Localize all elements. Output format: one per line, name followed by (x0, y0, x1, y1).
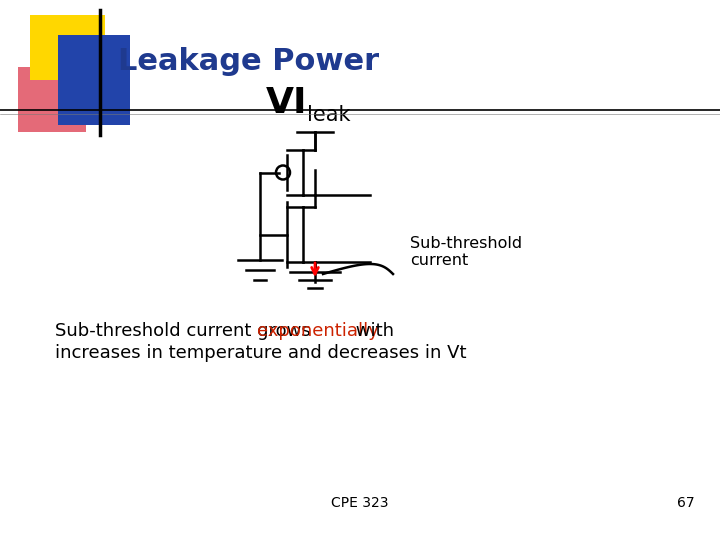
Text: increases in temperature and decreases in Vt: increases in temperature and decreases i… (55, 344, 467, 362)
Text: Sub-threshold current grows: Sub-threshold current grows (55, 322, 317, 340)
Bar (18, 67, 86, 132)
Text: exponentially: exponentially (256, 322, 379, 340)
Text: Leakage Power: Leakage Power (118, 48, 379, 77)
Bar (58, 35, 130, 125)
Text: Sub-threshold
current: Sub-threshold current (410, 236, 522, 268)
Text: leak: leak (307, 105, 351, 125)
Text: $\mathbf{VI}$: $\mathbf{VI}$ (265, 86, 305, 120)
Text: with: with (350, 322, 395, 340)
Text: 67: 67 (678, 496, 695, 510)
Text: CPE 323: CPE 323 (331, 496, 389, 510)
Bar (30, 15, 105, 80)
